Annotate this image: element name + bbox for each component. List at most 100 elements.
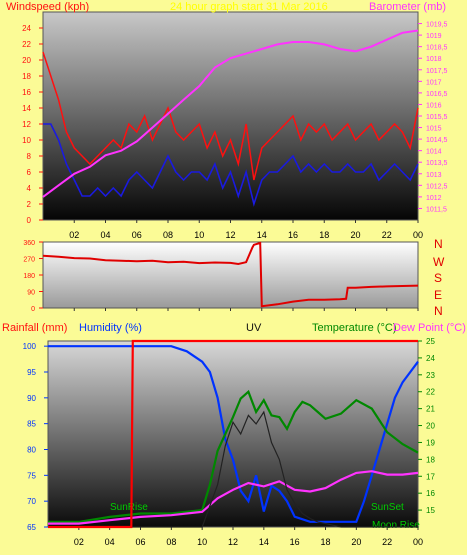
baro-y-tick-label: 1012 [426,195,442,202]
temp-y-tick-label: 19 [426,438,435,447]
series-wind-direction-line [42,241,419,308]
temp-y-tick-label: 21 [426,405,435,414]
series-gust-line [42,51,419,181]
chart-title: 24 hour graph start 31 Mar 2016 [170,1,328,13]
wind-y-tick-label: 8 [27,152,32,161]
uv-axis-label: UV [246,322,262,334]
temp-y-tick-label: 18 [426,455,435,464]
dir-y-tick-label: 0 [31,306,35,313]
temp-y-tick-label: 25 [426,337,435,346]
temp-x-tick-label: 02 [74,537,84,547]
baro-y-tick-label: 1012,5 [426,183,448,190]
temp-x-tick-label: 00 [413,537,423,547]
wind-plot-area [42,11,419,221]
baro-y-tick-label: 1014,5 [426,137,448,144]
wind-x-tick-label: 06 [132,230,142,240]
baro-y-tick-label: 1018 [426,56,442,63]
temp-y-tick-label: 23 [426,371,435,380]
series-temperature-line [48,389,419,524]
hum-y-tick-label: 80 [27,446,36,455]
series-average-line [43,123,419,207]
sunrise-label: SunRise [110,502,148,513]
wind-x-tick-label: 00 [413,230,423,240]
series-rainfall-line [48,339,418,529]
wind-y-tick-label: 16 [22,88,31,97]
wind-y-tick-label: 0 [27,216,32,225]
temp-y-tick-label: 17 [426,472,435,481]
moonrise-label: Moon Rise [372,520,420,531]
baro-y-tick-label: 1013,5 [426,160,448,167]
baro-y-tick-label: 1015 [426,126,442,133]
temp-x-tick-label: 18 [320,537,330,547]
sunset-label: SunSet [371,502,404,513]
humidity-axis-label: Humidity (%) [79,322,142,334]
wind-y-tick-label: 10 [22,136,31,145]
temp-y-tick-label: 22 [426,388,435,397]
temp-x-tick-label: 14 [259,537,269,547]
wind-y-tick-label: 6 [27,168,32,177]
dewpoint-axis-label: Dew Point (°C) [393,322,466,334]
wind-y-tick-label: 24 [22,24,31,33]
series-humidity-line [48,345,419,523]
baro-y-tick-label: 1013 [426,172,442,179]
direction-label-w: W [433,255,445,269]
baro-y-tick-label: 1016 [426,102,442,109]
temp-y-tick-label: 16 [426,489,435,498]
temp-x-tick-label: 08 [166,537,176,547]
direction-label-s: S [434,271,442,285]
wind-y-tick-label: 14 [22,104,31,113]
temp-x-tick-label: 04 [105,537,115,547]
wind-x-tick-label: 08 [163,230,173,240]
baro-y-tick-label: 1011,5 [426,206,447,213]
temperature-plot-area [47,340,419,528]
dir-y-tick-label: 360 [23,240,35,247]
wind-y-tick-label: 12 [22,120,31,129]
temp-x-tick-label: 16 [290,537,300,547]
direction-plot-area [42,241,419,309]
series-uv-line [48,410,418,528]
temp-x-tick-label: 22 [382,537,392,547]
direction-label-e: E [434,288,442,302]
hum-y-tick-label: 75 [27,471,36,480]
wind-x-tick-label: 14 [257,230,267,240]
hum-y-tick-label: 85 [27,420,36,429]
direction-label-n2: N [434,304,443,318]
baro-y-tick-label: 1018,5 [426,45,448,52]
temp-x-tick-label: 06 [135,537,145,547]
rainfall-axis-label: Rainfall (mm) [2,322,67,334]
wind-y-tick-label: 18 [22,72,31,81]
wind-x-tick-label: 04 [100,230,110,240]
hum-y-tick-label: 95 [27,368,36,377]
wind-x-tick-label: 12 [225,230,235,240]
hum-y-tick-label: 70 [27,497,36,506]
dir-y-tick-label: 270 [23,257,35,264]
wind-y-tick-label: 22 [22,40,31,49]
barometer-axis-label: Barometer (mb) [369,1,446,13]
wind-x-tick-label: 10 [194,230,204,240]
wind-x-tick-label: 02 [69,230,79,240]
baro-y-tick-label: 1017 [426,79,442,86]
temp-y-tick-label: 24 [426,354,435,363]
series-barometer-line [42,29,419,198]
temp-y-tick-label: 15 [426,506,435,515]
direction-label-n1: N [434,237,443,251]
series-dew-point-line [48,470,419,525]
temp-x-tick-label: 10 [197,537,207,547]
dir-y-tick-label: 90 [27,290,35,297]
baro-y-tick-label: 1017,5 [426,68,448,75]
wind-x-tick-label: 16 [288,230,298,240]
dir-y-tick-label: 180 [23,273,35,280]
windspeed-axis-label: Windspeed (kph) [6,1,89,13]
temperature-axis-label: Temperature (°C) [312,322,396,334]
baro-y-tick-label: 1015,5 [426,114,448,121]
wind-y-tick-label: 2 [27,200,32,209]
baro-y-tick-label: 1019 [426,33,442,40]
temp-x-tick-label: 20 [351,537,361,547]
wind-x-tick-label: 22 [382,230,392,240]
baro-y-tick-label: 1014 [426,149,442,156]
baro-y-tick-label: 1016,5 [426,91,448,98]
hum-y-tick-label: 90 [27,394,36,403]
wind-y-tick-label: 20 [22,56,31,65]
temp-x-tick-label: 12 [228,537,238,547]
